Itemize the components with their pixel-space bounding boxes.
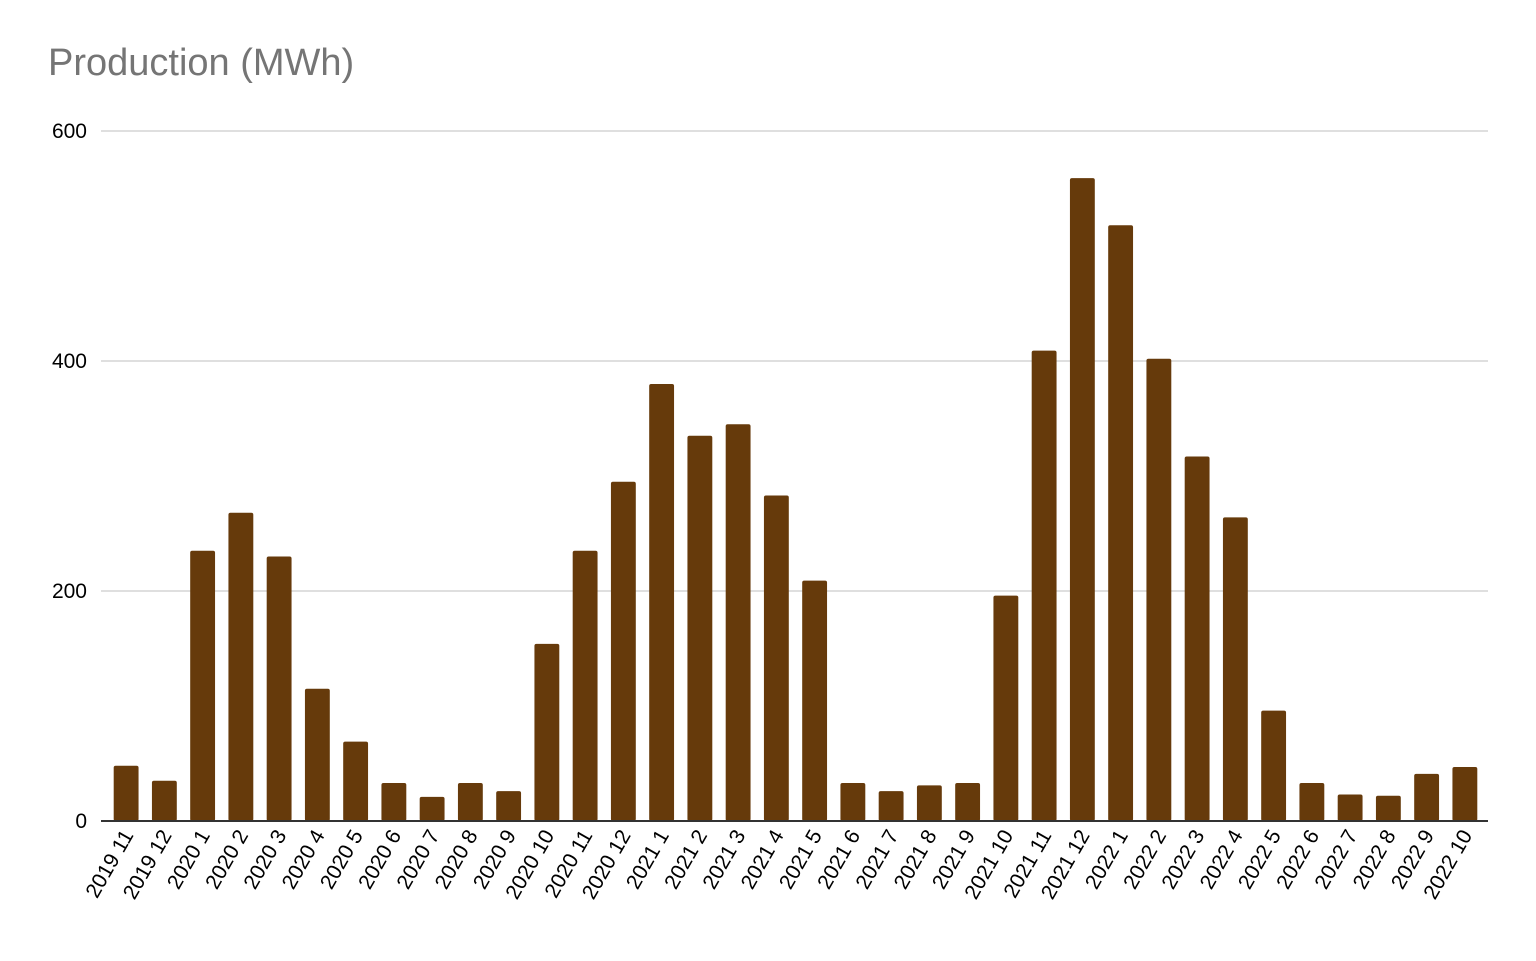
y-tick-label: 0 [75,810,87,833]
bar [687,435,713,821]
bar [1108,225,1134,822]
y-tick-label: 200 [52,580,87,603]
bar [916,785,942,821]
bar [1222,517,1248,821]
bar [1375,795,1401,821]
bar [802,580,828,821]
bar [496,791,522,821]
bar [534,643,560,821]
y-axis-ticks: 0 200 400 600 [52,120,87,833]
bar [343,741,369,821]
bar [457,783,483,821]
bar [1337,794,1363,821]
bar [266,556,292,821]
bar [572,550,598,821]
bar [304,688,330,821]
bar [1031,350,1057,821]
bar [1299,783,1325,821]
bar [190,550,216,821]
bar [151,780,177,821]
bar [1069,178,1095,821]
bar [993,595,1019,821]
bar [1261,710,1287,821]
bar [1184,456,1210,821]
bar [113,765,139,821]
bar [878,791,904,821]
y-tick-label: 400 [52,350,87,373]
chart-title: Production (MWh) [48,42,355,84]
bars [113,178,1478,822]
bar [840,783,866,821]
gridlines [101,130,1488,592]
bar [1452,766,1478,821]
bar [1414,773,1440,821]
bar [419,796,445,821]
bar [1146,358,1172,821]
y-tick-label: 600 [52,120,87,143]
bar [763,495,789,821]
bar [381,783,407,821]
bar [955,783,981,821]
bar [228,512,254,821]
bar [610,481,636,821]
bar [725,424,751,821]
bar [649,384,675,821]
